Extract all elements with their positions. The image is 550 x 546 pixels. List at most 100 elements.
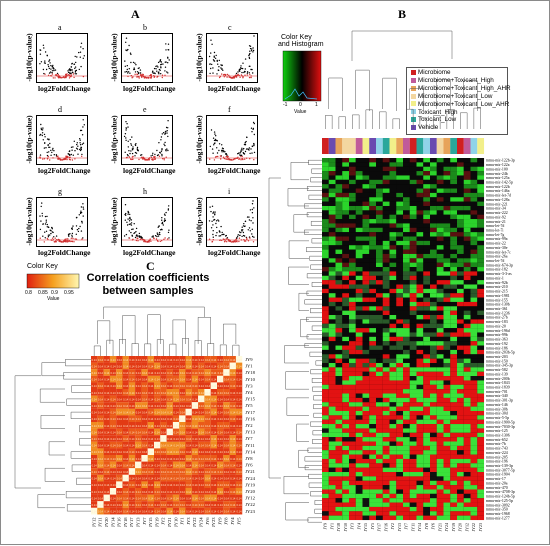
mirna-cell [362, 162, 370, 167]
volcano-point [239, 68, 241, 71]
mirna-cell [409, 262, 417, 268]
mirna-cell [443, 223, 451, 228]
volcano-point [71, 159, 74, 161]
mirna-cell [335, 162, 343, 167]
mirna-cell [409, 472, 417, 477]
mirna-cell [477, 437, 485, 442]
mirna-cell [342, 227, 350, 233]
mirna-cell [355, 371, 363, 377]
mirna-cell [328, 205, 336, 211]
mirna-cell [409, 445, 417, 451]
volcano-point [42, 44, 45, 46]
mirna-cell [470, 489, 478, 494]
mirna-cell [477, 428, 485, 433]
mirna-cell [430, 232, 437, 237]
mirna-cell [409, 376, 417, 381]
mirna-cell [355, 489, 363, 494]
mirna-cell [362, 349, 370, 355]
mirna-cell [463, 175, 471, 180]
mirna-cell [450, 445, 458, 451]
mirna-cell [409, 249, 417, 255]
mirna-cell [322, 245, 329, 250]
mirna-cell [376, 354, 383, 359]
mirna-cell [436, 162, 444, 167]
volcano-point [81, 143, 84, 145]
mirna-cell [389, 493, 397, 499]
mirna-cell [477, 419, 485, 425]
mirna-cell [342, 328, 350, 333]
volcano-point [248, 76, 251, 79]
mirna-cell [376, 432, 383, 438]
mirna-cell [342, 336, 350, 342]
mirna-cell [416, 415, 424, 420]
mirna-cell [376, 345, 383, 350]
volcano-point [211, 63, 213, 66]
mirna-cell [322, 223, 329, 228]
mirna-cell [477, 454, 485, 459]
volcano-point [74, 73, 76, 75]
mirna-cell [470, 293, 478, 298]
mirna-cell [369, 210, 377, 215]
mirna-cell [463, 515, 471, 521]
mirna-cell [355, 310, 363, 316]
mirna-cell [349, 415, 356, 420]
mirna-cell [443, 306, 451, 311]
volcano-point [74, 67, 76, 70]
mirna-cell [342, 349, 350, 355]
mirna-cell [389, 301, 397, 307]
mirna-cell [463, 341, 471, 346]
mirna-cell [409, 175, 417, 180]
mirna-cell [355, 445, 363, 451]
mirna-cell [328, 380, 336, 385]
mirna-cell [409, 406, 417, 412]
volcano-point [43, 158, 46, 160]
mirna-cell [423, 197, 431, 202]
mirna-cell [450, 463, 458, 468]
mirna-cell [382, 437, 390, 442]
mirna-cell [349, 458, 356, 464]
mirna-cell [463, 293, 471, 298]
volcano-point [127, 140, 129, 142]
volcano-point [39, 154, 42, 156]
mirna-cell [382, 380, 390, 385]
mirna-cell [349, 406, 356, 412]
mirna-cell [349, 371, 356, 377]
mirna-cell [430, 310, 437, 316]
mirna-cell [342, 371, 350, 377]
mirna-cell [342, 463, 350, 468]
mirna-cell [443, 402, 451, 407]
mirna-cell [342, 511, 350, 516]
mirna-cell [335, 336, 343, 342]
mirna-cell [342, 498, 350, 503]
mirna-cell [457, 384, 464, 390]
volcano-point [243, 71, 245, 74]
mirna-cell [389, 267, 397, 272]
mirna-cell [328, 280, 336, 285]
mirna-cell [376, 502, 383, 507]
mirna-cell [403, 445, 410, 451]
volcano-point [251, 48, 253, 50]
mirna-cell [322, 506, 329, 512]
volcano-point [57, 73, 59, 76]
mirna-cell [443, 288, 451, 294]
mirna-cell [470, 441, 478, 446]
mirna-cell [443, 315, 451, 320]
mirna-cell [335, 415, 343, 420]
mirna-cell [389, 223, 397, 228]
mirna-cell [335, 367, 343, 372]
mirna-cell [349, 441, 356, 446]
volcano-point [167, 72, 169, 74]
volcano-point [42, 68, 45, 71]
mirna-cell [376, 515, 383, 521]
mirna-cell [470, 236, 478, 241]
mirna-cell [416, 275, 424, 281]
mirna-cell [436, 232, 444, 237]
mirna-cell [396, 236, 404, 241]
volcano-point [80, 42, 83, 44]
mirna-cell [349, 262, 356, 268]
mirna-cell [355, 437, 363, 442]
mirna-cell [369, 384, 377, 390]
mirna-cell [389, 376, 397, 381]
mirna-cell [342, 197, 350, 202]
mirna-cell [416, 467, 424, 473]
